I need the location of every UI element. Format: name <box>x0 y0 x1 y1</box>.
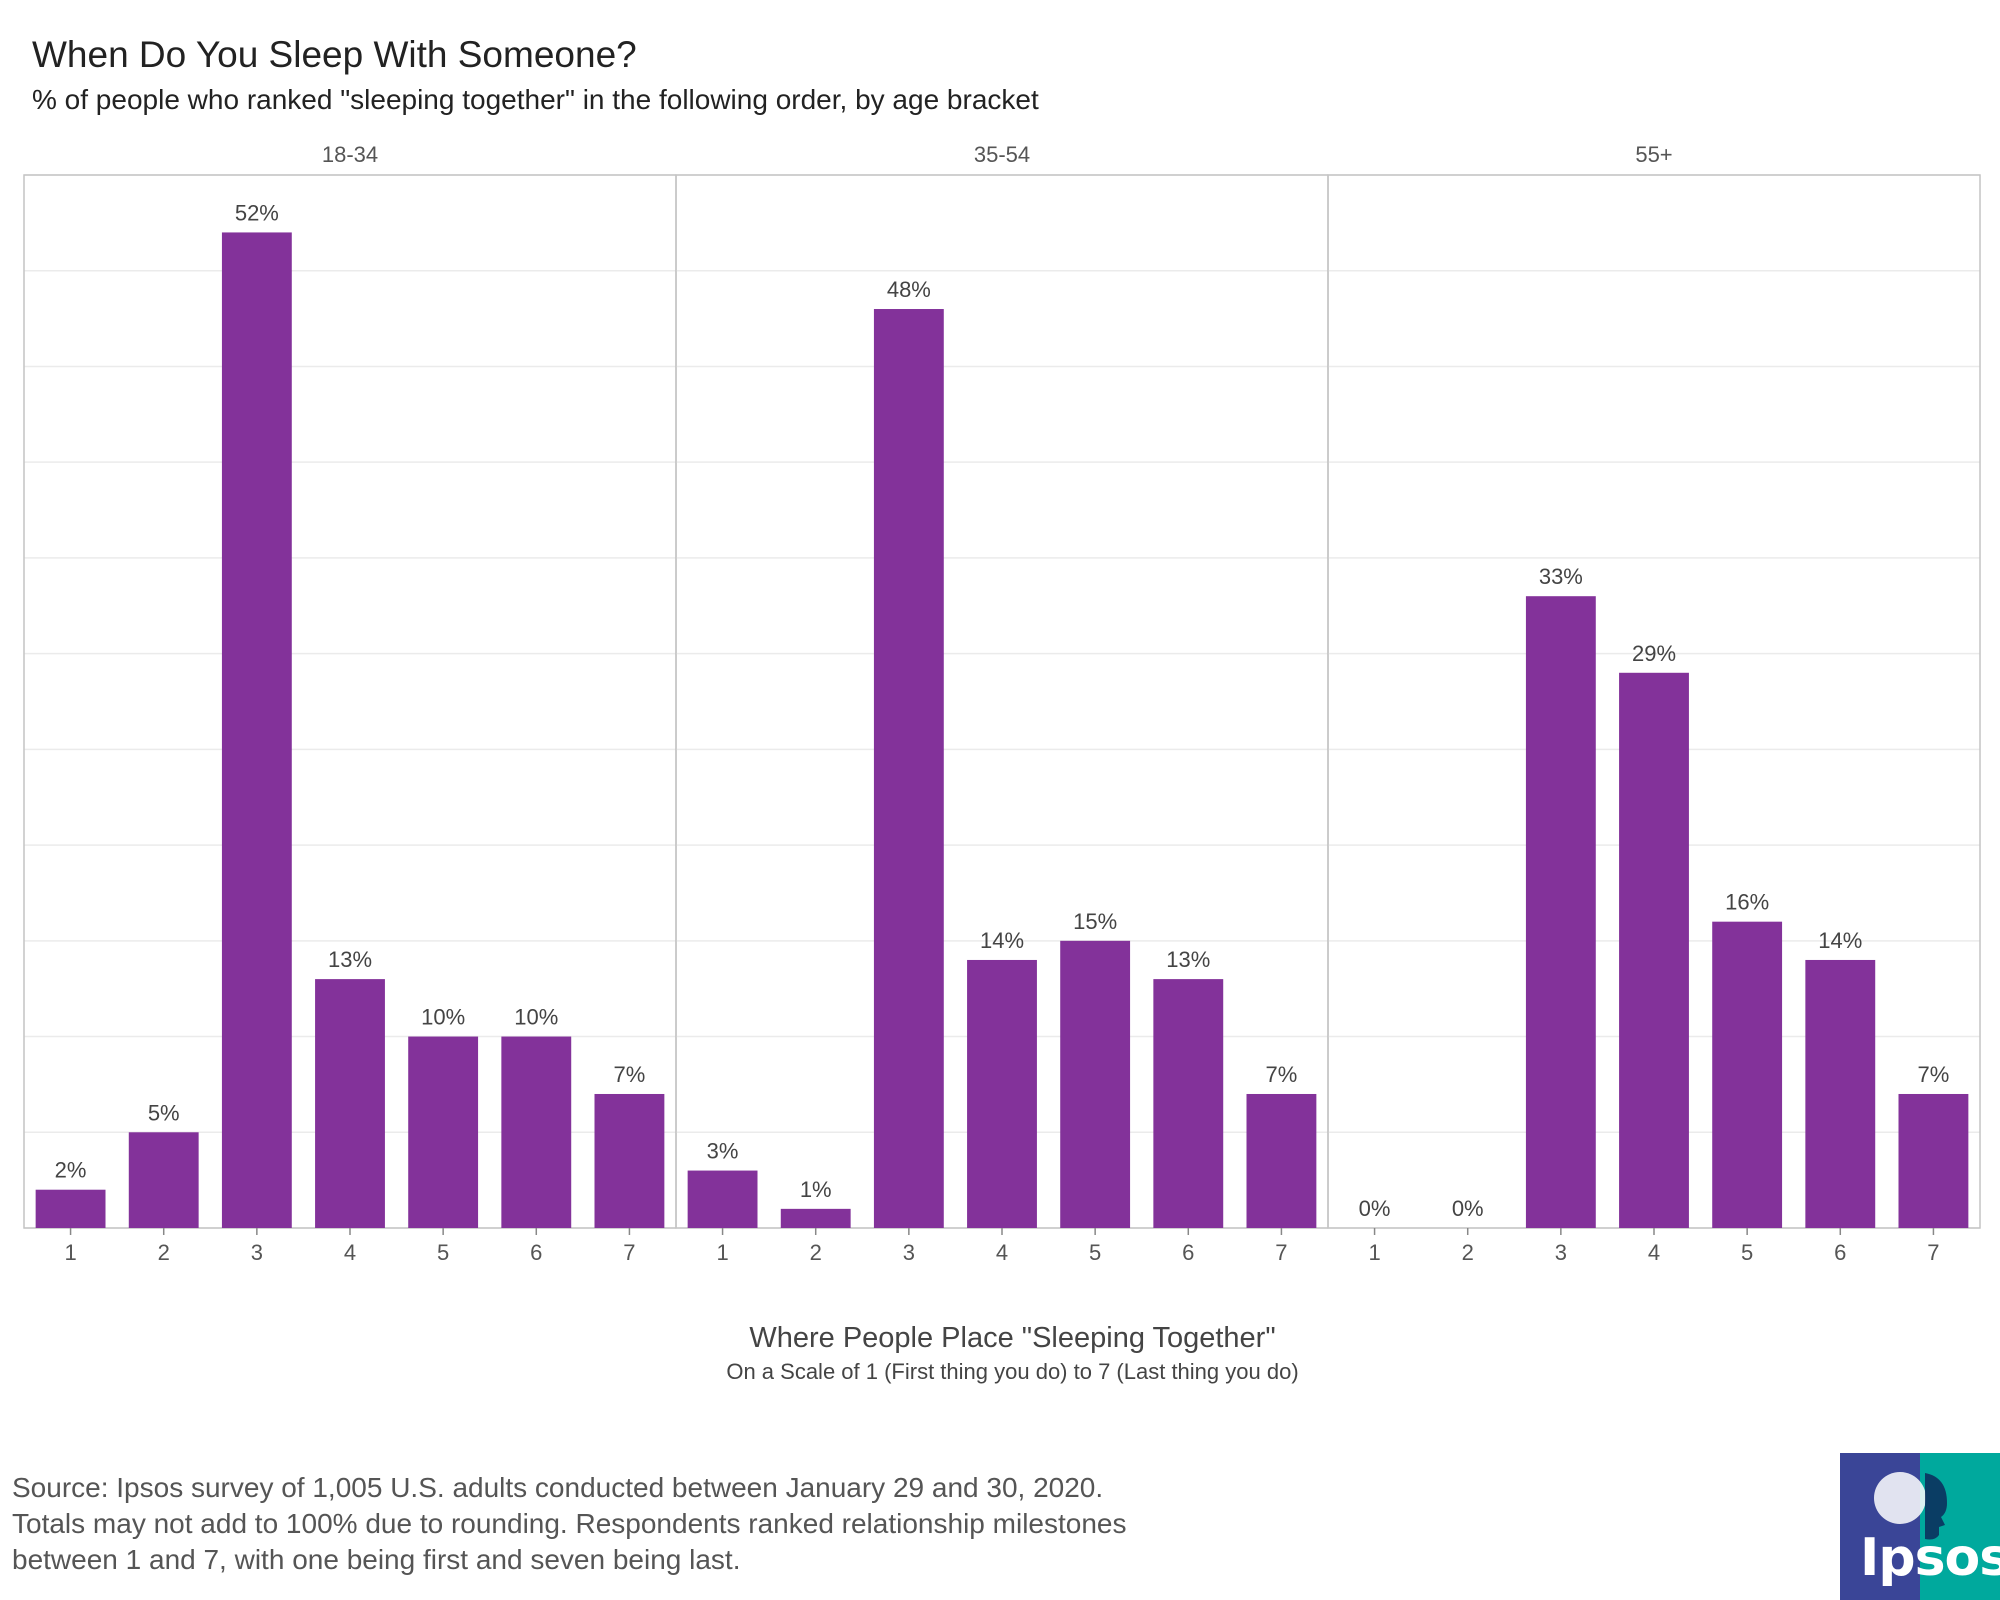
bar-35-54-5 <box>1060 940 1131 1228</box>
data-label: 7% <box>1266 1062 1298 1087</box>
bar-18-34-1 <box>35 1189 106 1228</box>
bar-55+-7 <box>1898 1093 1969 1228</box>
x-tick-label: 1 <box>716 1240 728 1265</box>
data-label: 14% <box>980 928 1024 953</box>
panel-label-2: 55+ <box>1635 142 1672 167</box>
ipsos-logo-text: Ipsos <box>1860 1528 2000 1588</box>
x-axis-label: Where People Place "Sleeping Together" <box>749 1322 1276 1354</box>
x-tick-label: 7 <box>623 1240 635 1265</box>
bar-55+-3 <box>1525 596 1596 1228</box>
panel-label-0: 18-34 <box>322 142 378 167</box>
data-label: 29% <box>1632 641 1676 666</box>
chart-subtitle: % of people who ranked "sleeping togethe… <box>32 84 1039 115</box>
bar-chart: 18-342%15%252%313%410%510%67%735-543%11%… <box>23 142 1981 1265</box>
data-label: 0% <box>1452 1196 1484 1221</box>
data-label: 2% <box>55 1158 87 1183</box>
x-tick-label: 6 <box>1834 1240 1846 1265</box>
ipsos-logo <box>1840 1453 2000 1600</box>
bar-18-34-2 <box>128 1132 199 1228</box>
bar-18-34-7 <box>594 1093 665 1228</box>
x-tick-label: 3 <box>251 1240 263 1265</box>
bar-35-54-2 <box>780 1208 851 1228</box>
bar-35-54-4 <box>967 959 1037 1228</box>
data-label: 13% <box>328 947 372 972</box>
bar-55+-5 <box>1712 921 1783 1228</box>
data-label: 16% <box>1725 890 1769 915</box>
x-tick-label: 4 <box>344 1240 356 1265</box>
data-label: 14% <box>1818 928 1862 953</box>
data-label: 52% <box>235 200 279 225</box>
x-tick-label: 7 <box>1275 1240 1287 1265</box>
data-label: 7% <box>614 1062 646 1087</box>
x-tick-label: 4 <box>1648 1240 1660 1265</box>
x-tick-label: 6 <box>1182 1240 1194 1265</box>
data-label: 5% <box>148 1100 180 1125</box>
bar-35-54-6 <box>1153 979 1224 1228</box>
data-label: 33% <box>1539 564 1583 589</box>
bar-18-34-6 <box>501 1036 572 1228</box>
data-label: 10% <box>421 1005 465 1030</box>
x-tick-label: 3 <box>1555 1240 1567 1265</box>
source-line-2: Totals may not add to 100% due to roundi… <box>12 1508 1127 1539</box>
x-tick-label: 1 <box>64 1240 76 1265</box>
x-tick-label: 2 <box>158 1240 170 1265</box>
x-tick-label: 1 <box>1368 1240 1380 1265</box>
bar-18-34-3 <box>221 232 292 1228</box>
x-tick-label: 7 <box>1927 1240 1939 1265</box>
x-tick-label: 2 <box>810 1240 822 1265</box>
x-tick-label: 2 <box>1462 1240 1474 1265</box>
bar-35-54-7 <box>1246 1093 1317 1228</box>
ipsos-logo-graphic <box>1840 1453 2000 1600</box>
source-note: Source: Ipsos survey of 1,005 U.S. adult… <box>12 1470 1126 1578</box>
bar-18-34-5 <box>408 1036 479 1228</box>
panel-label-1: 35-54 <box>974 142 1030 167</box>
x-tick-label: 6 <box>530 1240 542 1265</box>
data-label: 15% <box>1073 909 1117 934</box>
bar-35-54-1 <box>687 1170 758 1228</box>
x-axis-sublabel: On a Scale of 1 (First thing you do) to … <box>726 1359 1299 1384</box>
x-tick-label: 5 <box>1741 1240 1753 1265</box>
x-tick-label: 4 <box>996 1240 1008 1265</box>
data-label: 48% <box>887 277 931 302</box>
bar-55+-4 <box>1619 672 1689 1228</box>
data-label: 3% <box>707 1139 739 1164</box>
data-label: 10% <box>514 1005 558 1030</box>
x-tick-label: 5 <box>1089 1240 1101 1265</box>
x-tick-label: 5 <box>437 1240 449 1265</box>
bar-18-34-4 <box>315 979 385 1228</box>
bar-55+-6 <box>1805 959 1876 1228</box>
data-label: 13% <box>1166 947 1210 972</box>
data-label: 7% <box>1918 1062 1950 1087</box>
data-label: 1% <box>800 1177 832 1202</box>
source-line-3: between 1 and 7, with one being first an… <box>12 1544 741 1575</box>
data-label: 0% <box>1359 1196 1391 1221</box>
source-line-1: Source: Ipsos survey of 1,005 U.S. adult… <box>12 1472 1104 1503</box>
chart-title: When Do You Sleep With Someone? <box>32 34 637 75</box>
bar-35-54-3 <box>873 309 944 1228</box>
x-tick-label: 3 <box>903 1240 915 1265</box>
